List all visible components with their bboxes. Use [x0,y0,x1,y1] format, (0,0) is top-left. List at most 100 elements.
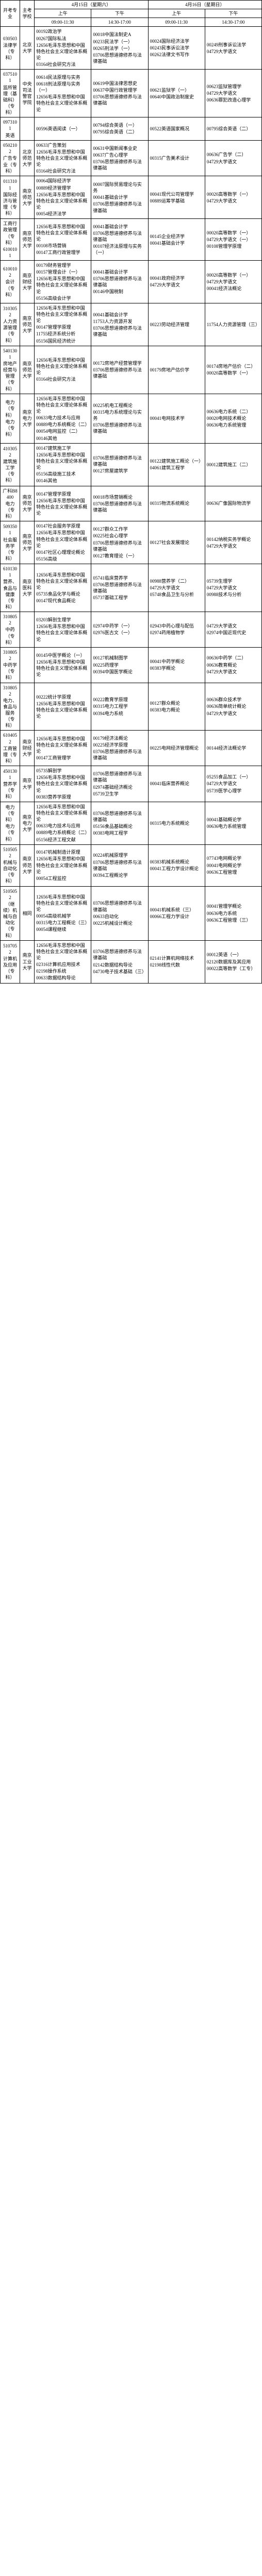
course-item: 03706思想道德修养与法律基础 [93,900,146,912]
course-item: 00147工商管理学 [36,755,89,761]
course-item: 05156食品基础概论 [93,823,146,829]
course-item: 03706思想道德修养与法律基础 [93,276,146,288]
exam-schedule-table: 开考专业 主考学校 4月15日（星期六） 4月16日（星期日） 上午 下午 上午… [0,0,262,984]
course-item: 12656毛泽东思想和中国特色社会主义理论体系概论 [36,357,89,376]
course-item: 12656毛泽东思想和中国特色社会主义理论体系概论 [36,804,89,822]
course-item: 00315电力工程学 [93,703,146,709]
course-item: 00315电力工程概论（三） [36,920,89,926]
cell-courses: 00041管理学概论00636电力系统00636工程管理（三） [205,886,261,940]
cell-courses: 12656毛泽东思想和中国特色社会主义理论体系概论00633电力技术与应用008… [35,394,91,443]
course-item: 00147管理学原理 [36,491,89,497]
course-item: 00127群众工作学 [93,526,146,532]
course-item: 12656毛泽东思想和中国特色社会主义理论体系概论 [36,659,89,677]
course-item: 00041电网概论学 [207,862,260,869]
course-item: 00383电网工程学 [93,830,146,836]
course-item: 00174房地产估价（二） [207,363,260,369]
course-item: 00054经济法学 [36,211,89,217]
course-item: 12656毛泽东思想和中国特色社会主义理论体系概论 [36,192,89,210]
course-item: 12656毛泽东思想和中国特色社会主义理论体系概论 [36,736,89,754]
course-item: 00315电力系统理论与实务 [93,409,146,421]
course-item: 03706思想道德修养与法律基础 [93,230,146,243]
cell-school [20,117,35,140]
cell-courses: 12656毛泽东思想和中国特色社会主义理论体系概论00147工商管理学 [35,731,91,766]
course-item: 12656毛泽东思想和中国特色社会主义理论体系概论 [36,42,89,61]
course-item: 00223劳动经济管理 [150,321,203,328]
table-header: 开考专业 主考学校 4月15日（星期六） 4月16日（星期日） 上午 下午 上午… [1,1,262,27]
table-row: 0973101英语00596英语阅读（一）00794综合英语（一）00795综合… [1,117,262,140]
cell-courses: 00127机械制图学00225药理学00394中国医学概论 [91,647,148,683]
course-item: 00265刑法学（一） [93,45,146,52]
cell-major: 3108052电力、食品与服务（专科） [1,683,20,731]
cell-school: 南京师范大学 [20,176,35,219]
course-item: 00394中国医学概论 [93,669,146,675]
hdr-school: 主考学校 [20,1,35,27]
course-item: 00636工程管理 [207,869,260,875]
hdr-d1-am: 上午 [35,9,91,18]
course-item: 03706思想道德修养与法律基础 [93,810,146,823]
course-item: 00012建筑施工（二） [207,462,260,468]
course-item: 00147现代食品概论 [36,598,89,604]
course-item: 00383机械系统概论 [150,859,203,865]
course-item: 00243民事诉讼法学 [150,45,203,51]
course-item: 03706思想道德修养与法律基础 [93,52,146,64]
course-item: 05737基础工程学 [93,595,146,601]
course-item: 00637中国行政管理学 [93,87,146,93]
cell-major: 5105052机械与自动化（专科） [1,844,20,886]
course-item: 00262法律文书写作 [150,52,203,58]
cell-school: 北京师范大学 [20,140,35,176]
course-item: 00619中国法律思想史 [93,80,146,87]
course-item: 00315广告美术设计 [150,155,203,161]
cell-school [20,683,35,731]
cell-major: 5093501社会服务学（专科） [1,521,20,564]
course-item: 02974中国近现代史 [207,630,260,636]
course-item: 00041机械系统（三） [150,907,203,913]
course-item: 04729大学语文 [207,159,260,165]
course-item: 04729大学语文（一） [207,236,260,243]
course-item: 03706思想道德修养与法律基础 [93,771,146,783]
course-item: 00146其他 [36,435,89,442]
table-row: 3108052电力、食品与服务（专科）00222统计学原理12656毛泽东思想和… [1,683,262,731]
course-item: 00147建筑施工学 [36,445,89,451]
course-item: 00623监狱管理学 [207,83,260,90]
cell-courses: 00179房地产估价学 [148,346,205,394]
cell-courses: 00614民法原理与实务00618刑法原理与实务（一）12656毛泽东思想和中国… [35,70,91,117]
cell-courses: 00142纳税实务学概论04729大学语文 [205,521,261,564]
cell-courses: 00623监狱管理学04729大学语文00636罪犯改造心理学 [205,70,261,117]
cell-courses: 02974中药学（一）02976医古文（一） [91,612,148,648]
course-item: 00633电力技术与应用 [36,823,89,829]
course-item: 00394工程概论学 [93,872,146,878]
course-item: 00041电网技术学 [150,415,203,421]
cell-major: 0502102广告专业（专科） [1,140,20,176]
course-item: 00225社会心理学 [93,533,146,539]
course-item: 00020电网技术概论 [207,415,260,421]
cell-school: 南京电力大学 [20,802,35,844]
course-item: 00147工商行政管理学 [36,249,89,256]
table-row: 3108052中药学（专科）00145中医学概论（一）12656毛泽东思想和中国… [1,647,262,683]
cell-school: 南京师范大学 [20,346,35,394]
cell-courses: 00315电力系统概论 [148,802,205,844]
course-item: 04729大学语文 [207,279,260,285]
table-row: 5105052机械与自动化（专科）南京师范大学00147机械制造计原理12656… [1,844,262,886]
course-item: 05735食品化学与概论 [36,591,89,597]
cell-major: 3108052中药学（专科） [1,647,20,683]
cell-courses: 00636群众技术学00636简单统计概论04729大学语文 [205,683,261,731]
cell-courses: 03706思想道德修养与法律基础05156食品基础概论00383电网工程学 [91,802,148,844]
course-item: 00636电力系统 [207,910,260,917]
course-item: 00066工程力学设计 [150,913,203,920]
cell-major: 030503法律学（专科） [1,27,20,70]
course-item: 00636广告学（二） [207,151,260,158]
course-item: 12656毛泽东思想和中国特色社会主义理论体系概论 [36,942,89,961]
cell-school: 南京师范大学 [20,486,35,521]
course-item: 04729大学语文 [207,48,260,55]
course-item: 00157管理会计（一） [36,269,89,275]
course-item: 00225电网经济管理概论 [150,745,203,751]
cell-courses: 00631中国新闻事业史00637广告心理学03706思想道德修养与法律基础 [91,140,148,176]
course-item: 12656毛泽东思想和中国特色社会主义理论体系概论 [36,224,89,242]
course-item: 00636电力系统管理 [207,422,260,428]
course-item: 03706思想道德修养与法律基础 [93,367,146,379]
course-item: 03706思想道德修养与法律基础 [93,948,146,961]
course-item: 00988营养学（二） [150,578,203,584]
course-item: 00127房屋建筑学 [93,468,146,474]
table-row: 030503法律学（专科）北京大学00192政治学00267国际私法12656毛… [1,27,262,70]
table-row: 0375101监所管理（基础科）（专科）中央司法警官学院00614民法原理与实务… [1,70,262,117]
